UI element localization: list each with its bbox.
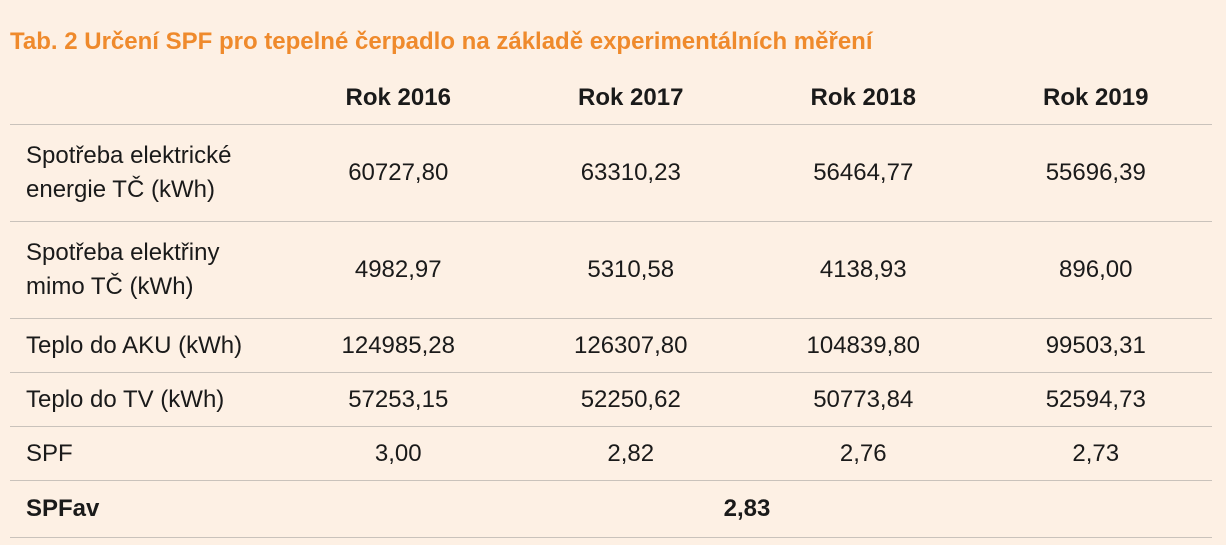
summary-row: SPFav 2,83 (10, 480, 1212, 538)
table-row: SPF 3,00 2,82 2,76 2,73 (10, 426, 1212, 481)
table-cell: 126307,80 (514, 318, 747, 373)
table-row: Spotřeba elektrické energie TČ (kWh) 607… (10, 124, 1212, 222)
header-empty (10, 72, 282, 125)
table-cell: 60727,80 (282, 124, 515, 222)
table-cell: 52594,73 (979, 372, 1212, 427)
table-cell: 104839,80 (747, 318, 980, 373)
table-row: Teplo do AKU (kWh) 124985,28 126307,80 1… (10, 318, 1212, 373)
table-title: Tab. 2 Určení SPF pro tepelné čerpadlo n… (10, 28, 873, 55)
table-cell: 124985,28 (282, 318, 515, 373)
table-cell: 50773,84 (747, 372, 980, 427)
table-cell: 5310,58 (514, 221, 747, 319)
table-row: Teplo do TV (kWh) 57253,15 52250,62 5077… (10, 372, 1212, 427)
table-cell: 99503,31 (979, 318, 1212, 373)
summary-label: SPFav (10, 480, 282, 538)
header-rok-2019: Rok 2019 (979, 72, 1212, 125)
summary-value: 2,83 (282, 480, 1212, 538)
table-cell: 63310,23 (514, 124, 747, 222)
table-cell: 2,73 (979, 426, 1212, 481)
table-cell: 3,00 (282, 426, 515, 481)
row-label: SPF (10, 426, 282, 481)
table-cell: 4138,93 (747, 221, 980, 319)
row-label: Spotřeba elektřiny mimo TČ (kWh) (10, 221, 282, 319)
spf-table: Rok 2016 Rok 2017 Rok 2018 Rok 2019 Spot… (10, 72, 1212, 538)
row-label: Teplo do AKU (kWh) (10, 318, 282, 373)
table-cell: 52250,62 (514, 372, 747, 427)
row-label: Spotřeba elektrické energie TČ (kWh) (10, 124, 282, 222)
table-cell: 55696,39 (979, 124, 1212, 222)
table-cell: 56464,77 (747, 124, 980, 222)
table-cell: 2,76 (747, 426, 980, 481)
header-row: Rok 2016 Rok 2017 Rok 2018 Rok 2019 (10, 72, 1212, 125)
table-row: Spotřeba elektřiny mimo TČ (kWh) 4982,97… (10, 221, 1212, 319)
table-cell: 896,00 (979, 221, 1212, 319)
table-cell: 2,82 (514, 426, 747, 481)
row-label: Teplo do TV (kWh) (10, 372, 282, 427)
header-rok-2016: Rok 2016 (282, 72, 515, 125)
header-rok-2018: Rok 2018 (747, 72, 980, 125)
table-cell: 4982,97 (282, 221, 515, 319)
header-rok-2017: Rok 2017 (514, 72, 747, 125)
table-cell: 57253,15 (282, 372, 515, 427)
